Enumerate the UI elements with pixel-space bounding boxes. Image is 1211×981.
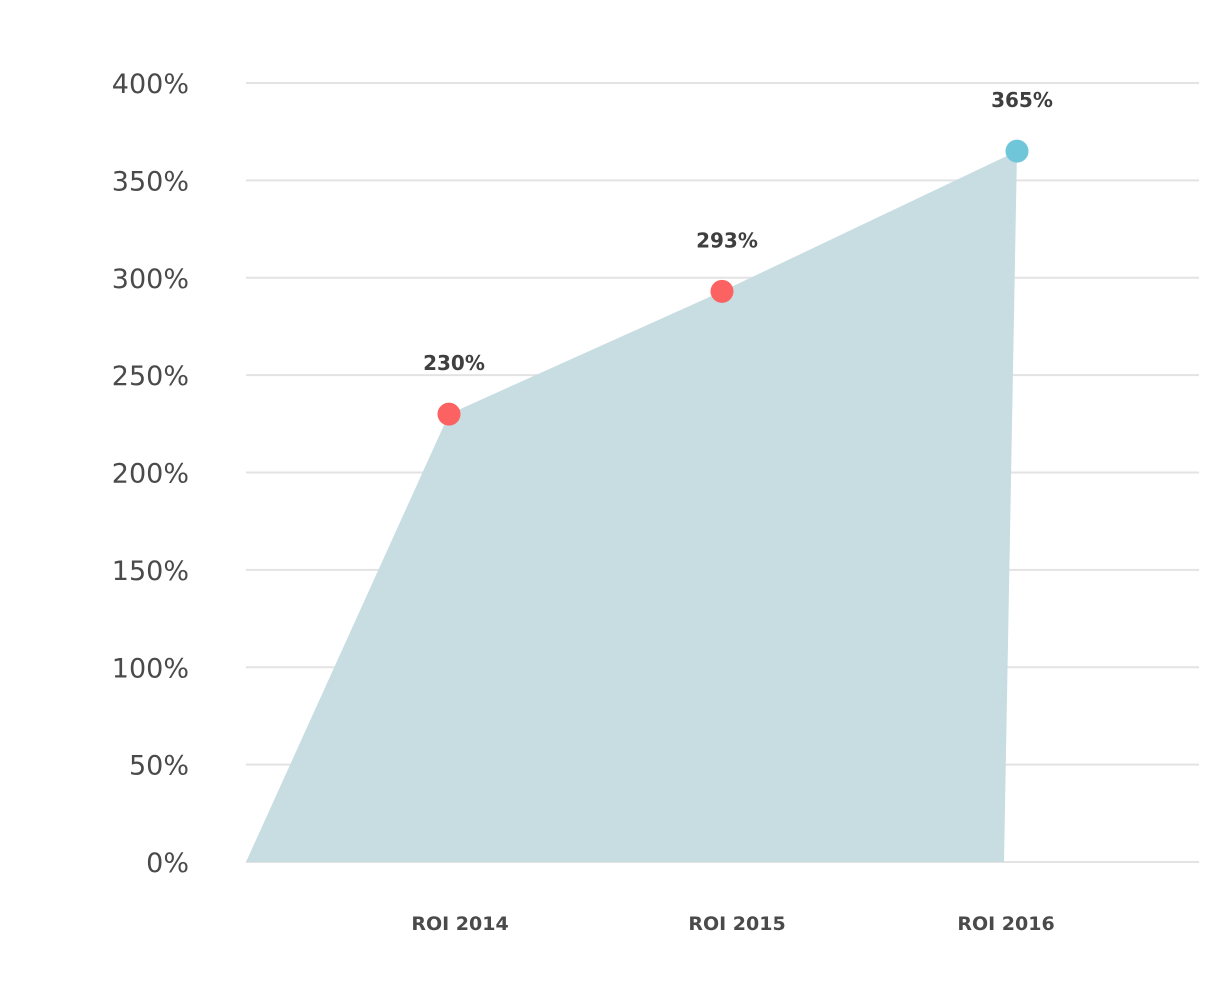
area-layer [246,151,1017,863]
x-tick-label: ROI 2015 [688,913,785,935]
data-point [1005,139,1029,163]
x-axis: ROI 2014 ROI 2015 ROI 2016 [411,913,1054,935]
y-tick-label: 400% [112,69,189,100]
y-tick-label: 250% [112,361,189,392]
y-tick-label: 200% [112,459,189,490]
x-tick-label: ROI 2014 [411,913,508,935]
data-point [710,279,734,303]
data-points [437,139,1029,426]
y-tick-label: 100% [112,653,189,684]
y-tick-label: 50% [129,751,189,782]
data-label: 230% [423,351,485,375]
y-tick-label: 150% [112,556,189,587]
roi-area [246,151,1017,863]
y-tick-label: 300% [112,264,189,295]
y-tick-label: 0% [146,848,189,879]
y-tick-label: 350% [112,166,189,197]
data-point [437,402,461,426]
x-tick-label: ROI 2016 [957,913,1054,935]
y-axis: 0% 50% 100% 150% 200% 250% 300% 350% 400% [112,69,189,879]
data-label: 293% [696,228,758,252]
data-label: 365% [991,88,1053,112]
data-labels: 230% 293% 365% [423,88,1053,375]
